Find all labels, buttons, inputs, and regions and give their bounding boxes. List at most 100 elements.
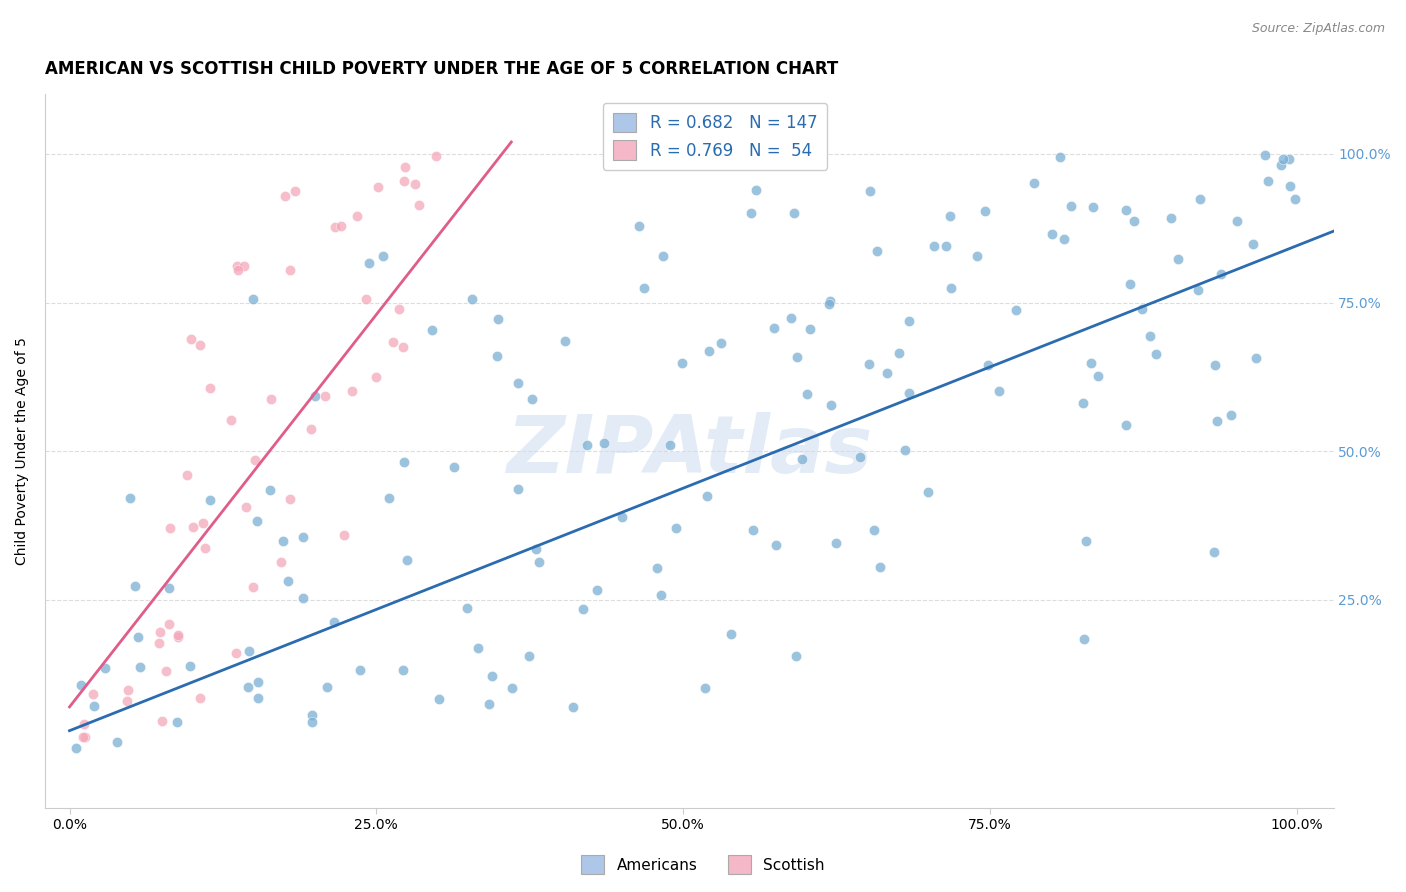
Point — [973, 204, 995, 219]
Y-axis label: Child Poverty Under the Age of 5: Child Poverty Under the Age of 5 — [15, 337, 30, 566]
Point — [697, 343, 720, 358]
Point — [226, 259, 249, 273]
Point — [260, 392, 283, 406]
Point — [346, 209, 368, 223]
Point — [354, 292, 377, 306]
Point — [392, 174, 415, 188]
Point — [381, 335, 404, 350]
Point — [917, 484, 939, 499]
Point — [190, 690, 212, 705]
Point — [284, 184, 307, 198]
Point — [180, 332, 202, 346]
Point — [977, 358, 1000, 372]
Point — [848, 450, 870, 464]
Text: ZIPAtlas: ZIPAtlas — [506, 412, 872, 491]
Point — [278, 492, 301, 507]
Point — [645, 561, 668, 575]
Point — [799, 322, 821, 336]
Point — [461, 292, 484, 306]
Point — [148, 636, 170, 650]
Point — [554, 334, 576, 348]
Point — [198, 493, 221, 508]
Point — [357, 255, 380, 269]
Point — [225, 646, 247, 660]
Point — [650, 588, 672, 602]
Point — [481, 669, 503, 683]
Point — [179, 659, 201, 673]
Point — [94, 661, 117, 675]
Point — [818, 297, 841, 311]
Point — [1160, 211, 1182, 225]
Point — [236, 680, 259, 694]
Point — [332, 527, 354, 541]
Point — [939, 209, 962, 223]
Point — [1130, 301, 1153, 316]
Text: AMERICAN VS SCOTTISH CHILD POVERTY UNDER THE AGE OF 5 CORRELATION CHART: AMERICAN VS SCOTTISH CHILD POVERTY UNDER… — [45, 60, 838, 78]
Point — [316, 680, 339, 694]
Point — [299, 422, 322, 436]
Point — [194, 541, 217, 555]
Point — [1257, 174, 1279, 188]
Text: Source: ZipAtlas.com: Source: ZipAtlas.com — [1251, 22, 1385, 36]
Point — [633, 281, 655, 295]
Point — [340, 384, 363, 399]
Point — [157, 581, 180, 595]
Point — [271, 534, 294, 549]
Point — [935, 239, 957, 253]
Point — [866, 244, 889, 258]
Point — [219, 413, 242, 427]
Point — [1073, 632, 1095, 646]
Point — [922, 239, 945, 253]
Point — [242, 292, 264, 306]
Point — [69, 678, 91, 692]
Point — [671, 356, 693, 370]
Point — [1209, 267, 1232, 281]
Point — [242, 580, 264, 594]
Point — [939, 281, 962, 295]
Point — [1004, 302, 1026, 317]
Point — [278, 262, 301, 277]
Point — [1060, 199, 1083, 213]
Point — [82, 687, 104, 701]
Point — [270, 555, 292, 569]
Point — [149, 624, 172, 639]
Point — [863, 524, 886, 538]
Point — [1278, 179, 1301, 194]
Point — [1278, 153, 1301, 167]
Point — [710, 335, 733, 350]
Point — [83, 698, 105, 713]
Point — [1040, 227, 1063, 241]
Point — [889, 345, 911, 359]
Point — [893, 442, 915, 457]
Point — [394, 455, 416, 469]
Point — [1087, 368, 1109, 383]
Point — [524, 542, 547, 557]
Point — [396, 553, 419, 567]
Point — [1284, 192, 1306, 206]
Point — [785, 649, 807, 664]
Point — [323, 219, 346, 234]
Point — [314, 388, 336, 402]
Point — [572, 602, 595, 616]
Point — [394, 160, 416, 174]
Point — [610, 509, 633, 524]
Point — [388, 302, 411, 317]
Point — [486, 311, 509, 326]
Point — [128, 660, 150, 674]
Point — [1270, 158, 1292, 172]
Point — [1122, 214, 1144, 228]
Point — [392, 663, 415, 677]
Point — [792, 452, 814, 467]
Point — [876, 366, 898, 380]
Point — [349, 663, 371, 677]
Point — [651, 249, 673, 263]
Point — [274, 189, 297, 203]
Point — [1115, 203, 1137, 218]
Point — [1219, 408, 1241, 422]
Point — [820, 398, 842, 412]
Point — [658, 438, 681, 452]
Point — [408, 197, 430, 211]
Point — [478, 697, 501, 711]
Point — [166, 715, 188, 730]
Point — [191, 516, 214, 531]
